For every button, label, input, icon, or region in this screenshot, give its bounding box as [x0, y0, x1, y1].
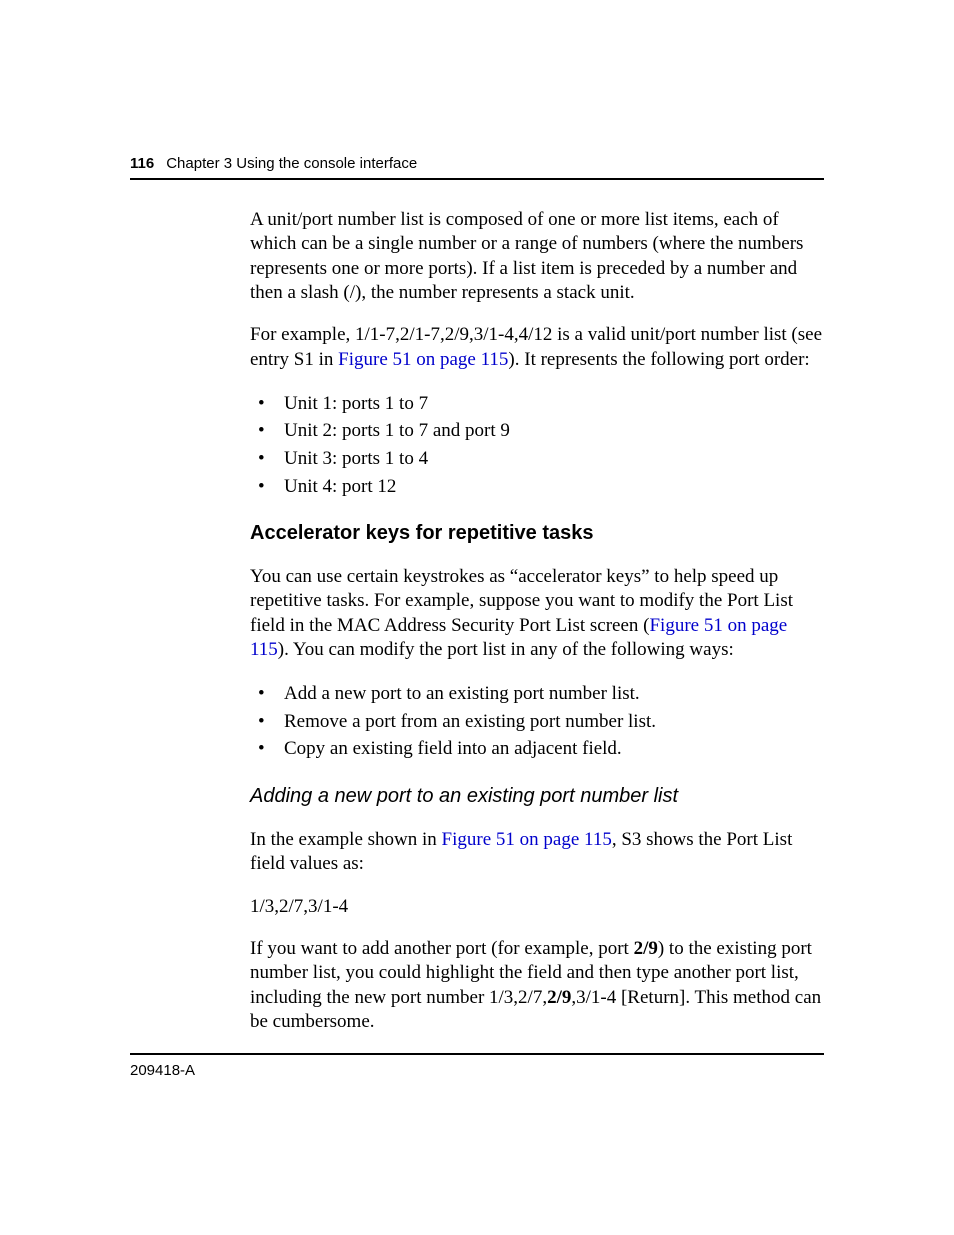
bullet-list: Add a new port to an existing port numbe… — [250, 680, 824, 763]
list-item: Add a new port to an existing port numbe… — [250, 680, 824, 708]
list-item: Unit 1: ports 1 to 7 — [250, 390, 824, 418]
figure-link[interactable]: Figure 51 on page 115 — [338, 349, 508, 370]
bold-run: 2/9 — [547, 987, 571, 1008]
bold-run: 2/9 — [634, 938, 658, 959]
document-number: 209418-A — [130, 1062, 195, 1079]
text-run: If you want to add another port (for exa… — [250, 938, 634, 959]
text-run: In the example shown in — [250, 829, 442, 850]
figure-link[interactable]: Figure 51 on page 115 — [442, 829, 612, 850]
paragraph: If you want to add another port (for exa… — [250, 937, 824, 1034]
paragraph: 1/3,2/7,3/1-4 — [250, 895, 824, 919]
footer-rule — [130, 1053, 824, 1055]
section-heading: Accelerator keys for repetitive tasks — [250, 522, 824, 545]
paragraph: In the example shown in Figure 51 on pag… — [250, 828, 824, 877]
text-run: ). It represents the following port orde… — [508, 349, 809, 370]
running-header: 116 Chapter 3 Using the console interfac… — [130, 155, 824, 180]
page: 116 Chapter 3 Using the console interfac… — [0, 0, 954, 1235]
paragraph: A unit/port number list is composed of o… — [250, 208, 824, 305]
paragraph: For example, 1/1-7,2/1-7,2/9,3/1-4,4/12 … — [250, 323, 824, 372]
bullet-list: Unit 1: ports 1 to 7 Unit 2: ports 1 to … — [250, 390, 824, 500]
chapter-title: Chapter 3 Using the console interface — [166, 155, 417, 172]
text-run: ). You can modify the port list in any o… — [278, 639, 734, 660]
list-item: Unit 3: ports 1 to 4 — [250, 445, 824, 473]
list-item: Unit 4: port 12 — [250, 473, 824, 501]
paragraph: You can use certain keystrokes as “accel… — [250, 565, 824, 662]
list-item: Copy an existing field into an adjacent … — [250, 735, 824, 763]
subsection-heading: Adding a new port to an existing port nu… — [250, 785, 824, 808]
body-column: A unit/port number list is composed of o… — [250, 208, 824, 1034]
page-number: 116 — [130, 155, 154, 172]
list-item: Unit 2: ports 1 to 7 and port 9 — [250, 417, 824, 445]
list-item: Remove a port from an existing port numb… — [250, 708, 824, 736]
